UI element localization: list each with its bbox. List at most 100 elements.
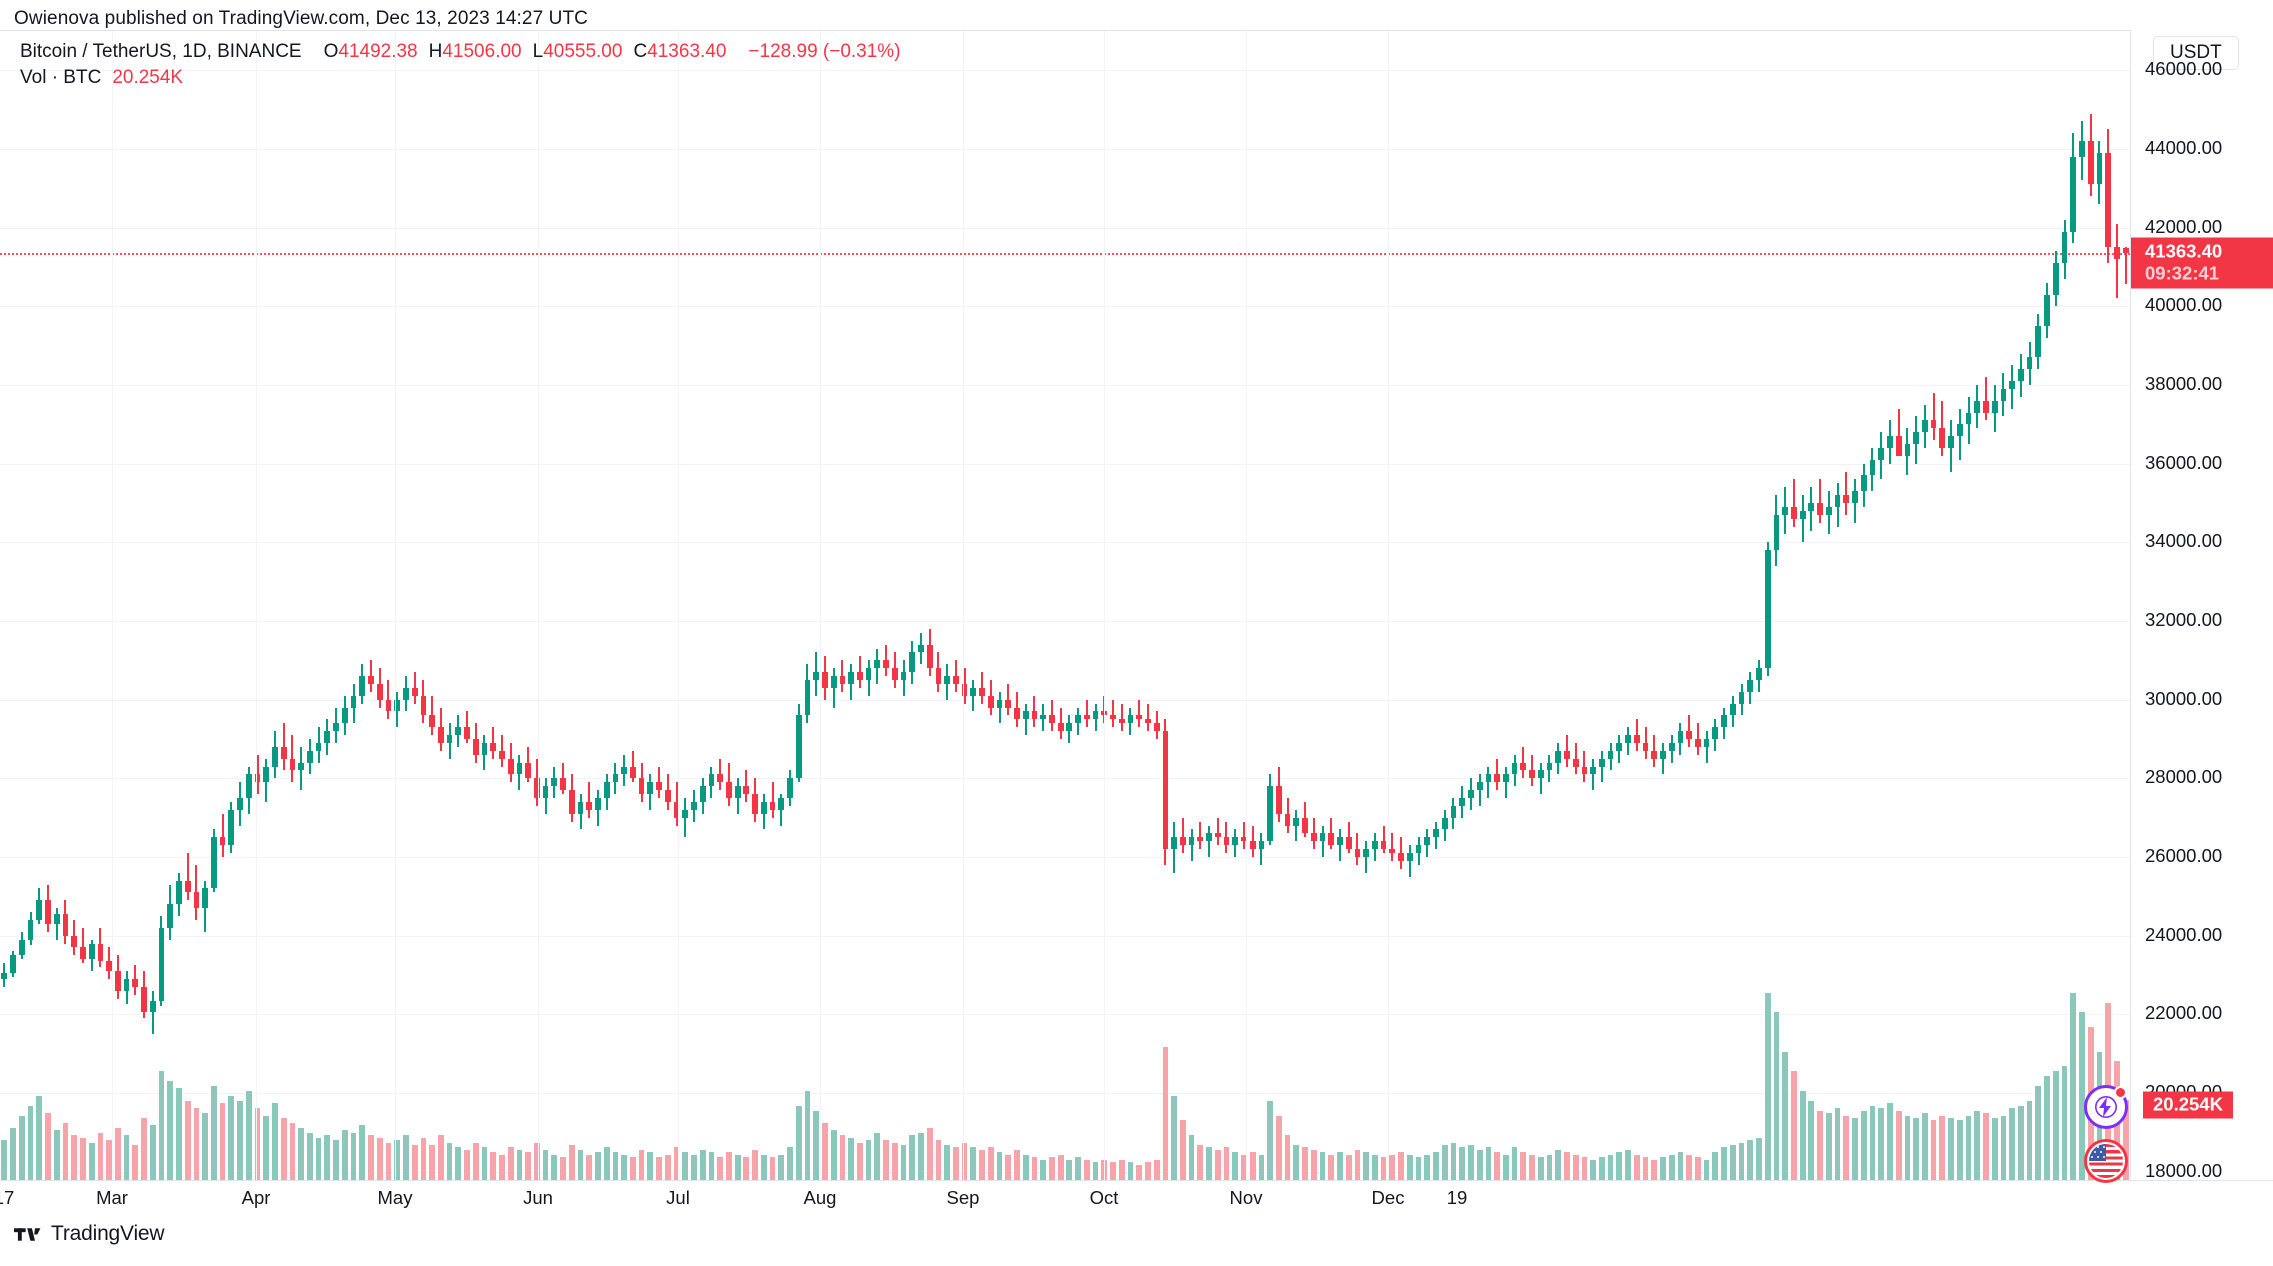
volume-bar [193, 1108, 200, 1199]
volume-bar [987, 1147, 994, 1199]
volume-bar [1852, 1117, 1858, 1199]
volume-bar [1398, 1152, 1404, 1199]
volume-bar [411, 1144, 418, 1199]
candle-body [1197, 837, 1204, 842]
candle-body [1520, 762, 1527, 771]
volume-value-tag[interactable]: 20.254K [2143, 1091, 2233, 1118]
candle-wick [1391, 833, 1394, 861]
volume-bar [1546, 1154, 1553, 1199]
price-tick-label: 44000.00 [2145, 137, 2223, 158]
candle-body [141, 986, 147, 1013]
lightning-fab-button[interactable] [2084, 1085, 2128, 1129]
candle-body [1031, 711, 1038, 720]
volume-bar [883, 1140, 889, 1199]
candle-body [114, 971, 121, 991]
candle-body [926, 644, 933, 669]
candle-body [1598, 758, 1605, 767]
us-flag-fab-button[interactable] [2084, 1139, 2128, 1183]
horizontal-gridline [0, 1093, 2130, 1094]
volume-bar [1572, 1154, 1579, 1199]
volume-bar [935, 1140, 942, 1199]
candle-body [953, 676, 959, 684]
candle-wick [745, 770, 748, 802]
volume-bar [1511, 1147, 1518, 1199]
price-tick-label: 40000.00 [2145, 294, 2223, 316]
candle-body [106, 961, 112, 972]
candle-body [1782, 506, 1789, 515]
candle-body [1904, 444, 1911, 456]
current-price-tag[interactable]: 41363.40 09:32:41 [2131, 237, 2273, 289]
candle-body [1651, 750, 1658, 759]
candle-body [621, 766, 628, 775]
candle-body [734, 786, 741, 798]
volume-bar [1930, 1120, 1937, 1199]
candle-body [1022, 711, 1029, 720]
volume-bar [1633, 1154, 1640, 1199]
volume-bar [926, 1127, 933, 1199]
candle-body [1110, 715, 1116, 720]
price-tick-label: 30000.00 [2145, 687, 2223, 709]
time-scale[interactable]: 17 Mar Apr May Jun Jul Aug Sep Oct Nov Dec 19 [0, 1180, 2273, 1215]
candle-body [1686, 731, 1693, 739]
candle-body [1991, 400, 1998, 413]
candle-body [1310, 833, 1317, 842]
candle-body [1494, 774, 1500, 783]
candle-body [813, 672, 820, 680]
candle-body [1607, 750, 1614, 759]
time-tick-label: Apr [241, 1187, 271, 1208]
volume-bar [298, 1127, 305, 1199]
chart-plot-area[interactable] [0, 31, 2130, 1211]
candle-wick [1050, 699, 1053, 732]
volume-bar [1782, 1051, 1789, 1199]
volume-bar [1921, 1113, 1928, 1199]
candle-body [2087, 141, 2094, 185]
candle-body [210, 837, 217, 889]
currency-badge[interactable]: USDT [2153, 36, 2239, 70]
volume-bar [1380, 1157, 1387, 1199]
time-tick-label: Sep [946, 1187, 980, 1208]
time-tick-label: May [377, 1187, 413, 1208]
volume-bar [1721, 1147, 1727, 1199]
candle-body [1668, 742, 1675, 751]
candle-body [612, 774, 619, 783]
candle-body [1284, 813, 1291, 826]
horizontal-gridline [0, 463, 2130, 465]
volume-bar [1520, 1152, 1527, 1199]
candle-body [1825, 506, 1832, 515]
candle-body [1258, 841, 1265, 850]
volume-bar [769, 1157, 776, 1199]
candle-body [1895, 436, 1902, 456]
vertical-gridline [112, 31, 113, 1211]
volume-bar [228, 1095, 235, 1199]
volume-bar [734, 1154, 741, 1199]
candle-wick [1024, 703, 1027, 736]
candle-body [2009, 381, 2016, 389]
time-tick-label: Dec [1371, 1187, 1405, 1208]
candle-body [1834, 495, 1841, 507]
candle-body [577, 801, 584, 814]
volume-bar [1764, 992, 1771, 1199]
volume-bar [1529, 1154, 1535, 1199]
candle-body [787, 778, 793, 798]
candle-body [245, 774, 252, 798]
volume-bar [1712, 1152, 1719, 1199]
candle-wick [466, 711, 469, 743]
price-tick-label: 28000.00 [2145, 766, 2223, 788]
volume-bar [1974, 1110, 1981, 1199]
candle-wick [858, 656, 861, 688]
candle-body [158, 927, 165, 1001]
candle-body [1005, 699, 1012, 708]
candle-wick [972, 680, 975, 712]
tradingview-logo[interactable]: TradingView [14, 1222, 165, 1246]
price-scale[interactable]: USDT 46000.00 44000.00 42000.00 40000.00 380… [2130, 30, 2273, 1210]
candle-body [123, 978, 130, 991]
volume-bar [603, 1147, 610, 1199]
candle-wick [588, 782, 591, 818]
volume-bar [1756, 1137, 1762, 1199]
current-price-value: 41363.40 [2145, 240, 2223, 262]
volume-bar [525, 1152, 531, 1199]
candle-wick [1251, 825, 1254, 857]
candle-body [1363, 849, 1370, 857]
vertical-gridline [538, 31, 539, 1211]
candle-body [935, 668, 942, 684]
